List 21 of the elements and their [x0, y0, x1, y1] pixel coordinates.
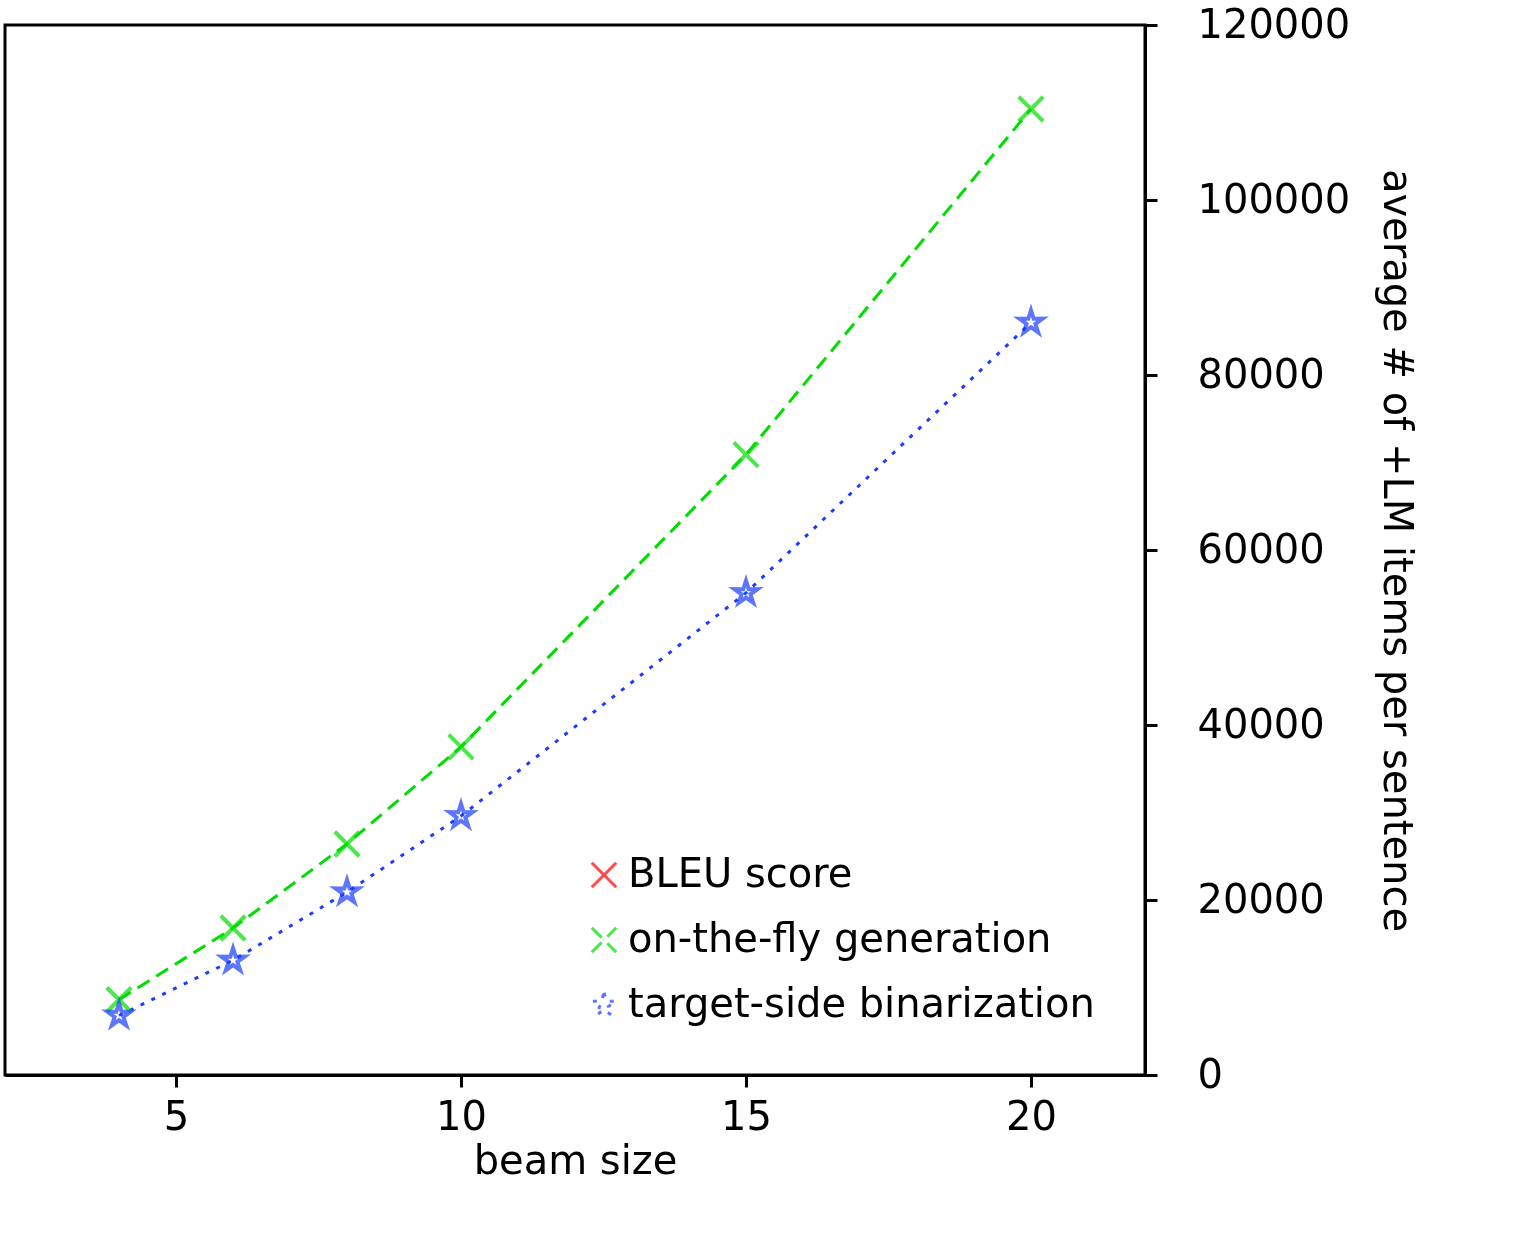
point [332, 829, 362, 859]
x-tick-label: 10 [436, 1092, 487, 1139]
x-tick-label: 5 [163, 1092, 190, 1139]
point [446, 732, 476, 762]
legend-label: on-the-fly generation [628, 915, 1052, 961]
legend-label: BLEU score [628, 850, 853, 896]
point [1016, 94, 1046, 124]
y-tick-label: 40000 [1197, 700, 1325, 747]
y-tick-label: 20000 [1197, 875, 1325, 922]
point [731, 440, 761, 469]
y-tick-label: 100000 [1197, 175, 1351, 222]
y-axis-title: average # of +LM items per sentence [1374, 168, 1421, 933]
y-tick-label: 120000 [1197, 0, 1351, 47]
x-axis-title: beam size [473, 1136, 678, 1183]
y-tick-label: 0 [1197, 1050, 1223, 1097]
y-tick-label: 80000 [1197, 350, 1325, 397]
point [218, 913, 248, 943]
x-tick-label: 20 [1006, 1092, 1057, 1139]
legend-label: target-side binarization [628, 980, 1095, 1026]
x-tick-label: 15 [721, 1092, 772, 1139]
y-tick-label: 60000 [1197, 525, 1325, 572]
